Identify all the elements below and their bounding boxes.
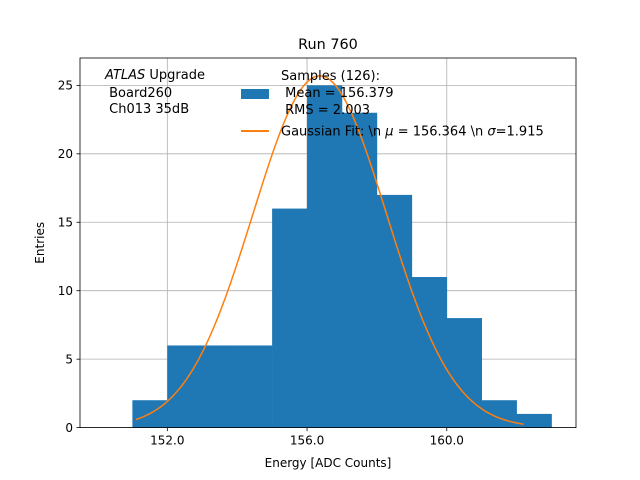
legend-fit-mid: = 156.364 \n	[394, 125, 488, 140]
legend-fit-prefix: Gaussian Fit: \n	[281, 125, 385, 140]
histogram-bar	[446, 318, 482, 428]
annotation-upgrade: Upgrade	[145, 68, 205, 83]
histogram-bar	[481, 400, 517, 428]
legend-hist-swatch	[241, 89, 269, 99]
y-tick-label: 10	[58, 284, 73, 298]
histogram-bar	[307, 85, 343, 428]
y-tick-label: 25	[58, 79, 73, 93]
legend-hist-line-2: Mean = 156.379	[281, 86, 393, 101]
annotation-board: Board260	[105, 86, 172, 101]
histogram-bar	[516, 413, 552, 428]
plot-frame	[79, 57, 577, 429]
legend-fit-label: Gaussian Fit: \n μ = 156.364 \n σ=1.915	[281, 125, 544, 140]
legend-fit-suffix: =1.915	[496, 125, 544, 140]
x-tick-label: 152.0	[150, 434, 184, 448]
histogram-bar	[167, 345, 238, 428]
legend-fit-sigma: σ	[487, 125, 496, 140]
histogram-bar	[341, 112, 378, 428]
axis-ticks: 152.0 156.0 160.0 0 5 10 15 20 25	[58, 79, 464, 448]
legend: Samples (126): Mean = 156.379 RMS = 2.00…	[241, 69, 544, 140]
histogram-bar	[237, 345, 273, 428]
x-tick-label: 160.0	[430, 434, 464, 448]
y-tick-label: 20	[58, 147, 73, 161]
histogram-bars	[132, 85, 552, 428]
histogram-bar	[411, 277, 448, 428]
annotation-channel: Ch013 35dB	[105, 102, 189, 117]
x-axis-label: Energy [ADC Counts]	[265, 456, 392, 470]
legend-hist-line-1: Samples (126):	[281, 69, 380, 84]
histogram-bar	[272, 208, 308, 428]
atlas-annotation: ATLAS Upgrade Board260 Ch013 35dB	[104, 68, 205, 117]
chart-title: Run 760	[298, 37, 358, 53]
y-tick-label: 15	[58, 216, 73, 230]
y-tick-label: 0	[65, 421, 73, 435]
legend-fit-mu: μ	[384, 125, 393, 140]
y-tick-label: 5	[65, 352, 73, 366]
annotation-atlas: ATLAS	[104, 68, 145, 83]
x-tick-label: 156.0	[290, 434, 324, 448]
gaussian-fit-line	[135, 75, 524, 425]
annotation-line-1: ATLAS Upgrade	[104, 68, 205, 83]
histogram-bar	[376, 194, 413, 428]
legend-hist-line-3: RMS = 2.003	[281, 103, 370, 118]
y-axis-label: Entries	[33, 222, 47, 264]
